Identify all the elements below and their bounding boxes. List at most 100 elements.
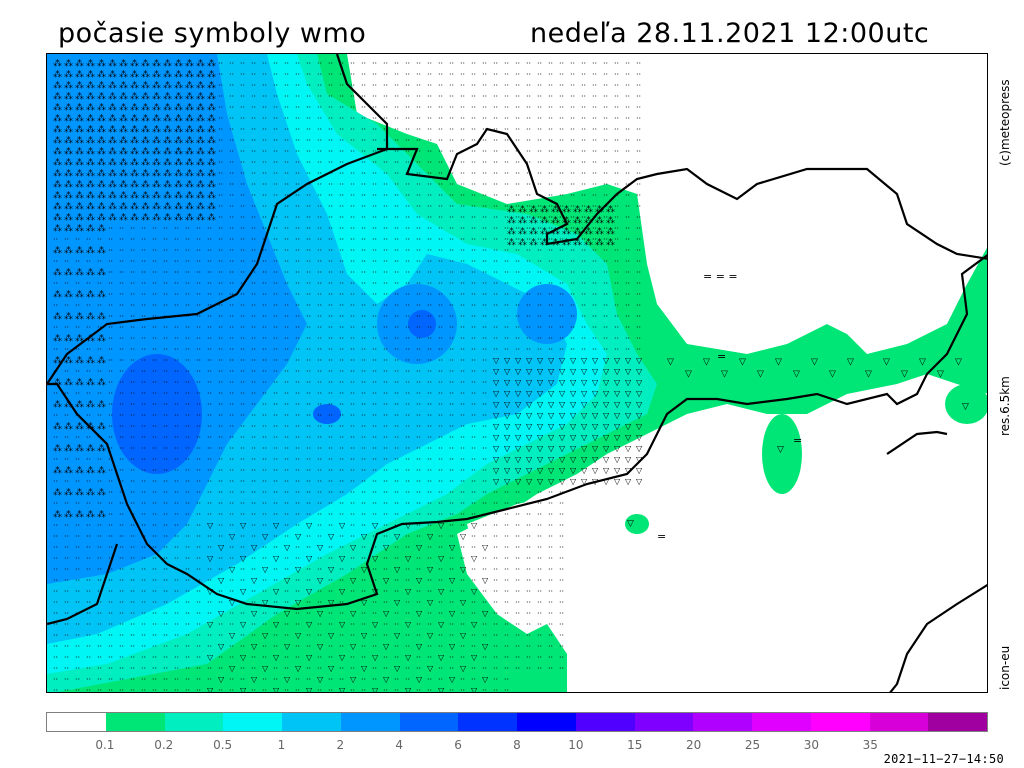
weather-symbol: ·· [174,543,179,552]
weather-symbol: ·· [471,103,476,112]
weather-symbol: ·· [559,279,564,288]
weather-symbol: ·· [317,532,322,541]
weather-symbol: ·· [515,565,520,574]
weather-symbol: ·· [482,136,487,145]
weather-symbol: ·· [361,114,366,123]
weather-symbol: ·· [152,301,157,310]
weather-symbol: ·· [273,125,278,134]
weather-symbol: ▽ [559,389,566,398]
weather-symbol: ·· [427,246,432,255]
weather-symbol: ▽ [284,642,291,651]
weather-symbol: ·· [394,433,399,442]
weather-symbol: ·· [504,213,509,222]
weather-symbol: ·· [207,499,212,508]
weather-symbol: ·· [152,268,157,277]
weather-symbol: ·· [350,103,355,112]
weather-symbol: ·· [251,367,256,376]
weather-symbol: ·· [405,598,410,607]
weather-symbol: ⁂ [97,223,106,234]
weather-symbol: ·· [394,224,399,233]
weather-symbol: ·· [119,631,124,640]
weather-symbol: ▽ [339,554,346,563]
weather-symbol: ⁂ [53,168,62,179]
weather-symbol: ·· [537,70,542,79]
weather-symbol: ·· [141,488,146,497]
weather-symbol: ·· [273,290,278,299]
weather-symbol: ·· [548,191,553,200]
weather-symbol: ·· [108,620,113,629]
weather-symbol: ·· [196,268,201,277]
weather-symbol: ·· [361,466,366,475]
weather-symbol: ·· [273,213,278,222]
weather-symbol: ·· [317,499,322,508]
weather-symbol: ⁂ [207,146,216,157]
weather-symbol: ·· [229,147,234,156]
weather-symbol: ⁂ [64,311,73,322]
weather-symbol: ⁂ [119,190,128,201]
weather-symbol: ·· [317,246,322,255]
weather-symbol: ·· [152,455,157,464]
weather-symbol: ▽ [592,411,599,420]
weather-symbol: ·· [273,367,278,376]
weather-symbol: ·· [262,400,267,409]
weather-symbol: ·· [284,312,289,321]
weather-symbol: ·· [130,455,135,464]
weather-symbol: ·· [75,587,80,596]
weather-symbol: ·· [438,356,443,365]
weather-symbol: ·· [240,631,245,640]
weather-symbol: ·· [174,268,179,277]
weather-symbol: ·· [64,235,69,244]
weather-symbol: ·· [295,81,300,90]
weather-symbol: ⁂ [518,215,527,226]
weather-symbol: ·· [262,301,267,310]
weather-symbol: ·· [427,103,432,112]
weather-symbol: ·· [328,400,333,409]
weather-symbol: ·· [75,543,80,552]
colorbar-cell [105,713,165,731]
weather-symbol: ·· [394,488,399,497]
weather-symbol: ·· [493,653,498,662]
weather-symbol: ·· [427,400,432,409]
weather-symbol: ▽ [493,389,500,398]
weather-symbol: ⁂ [141,58,150,69]
weather-symbol: ·· [185,609,190,618]
weather-symbol: ·· [229,92,234,101]
weather-symbol: ·· [526,609,531,618]
weather-symbol: ·· [460,411,465,420]
weather-symbol: ·· [339,136,344,145]
weather-symbol: ▽ [636,433,643,442]
weather-symbol: ·· [251,257,256,266]
weather-symbol: ▽ [317,642,324,651]
weather-symbol: ·· [482,323,487,332]
weather-symbol: ·· [559,70,564,79]
weather-symbol: ·· [405,576,410,585]
weather-symbol: ·· [405,499,410,508]
weather-symbol: ·· [295,609,300,618]
weather-symbol: ·· [328,543,333,552]
weather-symbol: ▽ [284,576,291,585]
weather-symbol: ⁂ [97,465,106,476]
weather-symbol: ·· [383,510,388,519]
weather-symbol: ⁂ [64,377,73,388]
weather-symbol: ·· [449,653,454,662]
weather-symbol: ·· [427,70,432,79]
weather-symbol: ·· [537,554,542,563]
weather-symbol: ·· [460,114,465,123]
weather-symbol: ·· [592,70,597,79]
weather-symbol: ·· [416,103,421,112]
weather-symbol: ·· [53,631,58,640]
weather-symbol: ·· [317,312,322,321]
weather-symbol: ·· [119,411,124,420]
weather-symbol: ·· [339,213,344,222]
weather-symbol: ·· [603,301,608,310]
weather-symbol: ·· [625,125,630,134]
weather-symbol: ·· [119,455,124,464]
weather-symbol: ·· [207,598,212,607]
weather-symbol: ·· [119,444,124,453]
weather-symbol: ·· [295,246,300,255]
weather-symbol: ·· [427,576,432,585]
weather-symbol: ⁂ [64,223,73,234]
weather-symbol: ·· [570,301,575,310]
weather-symbol: ·· [581,103,586,112]
weather-symbol: ⁂ [562,226,571,237]
